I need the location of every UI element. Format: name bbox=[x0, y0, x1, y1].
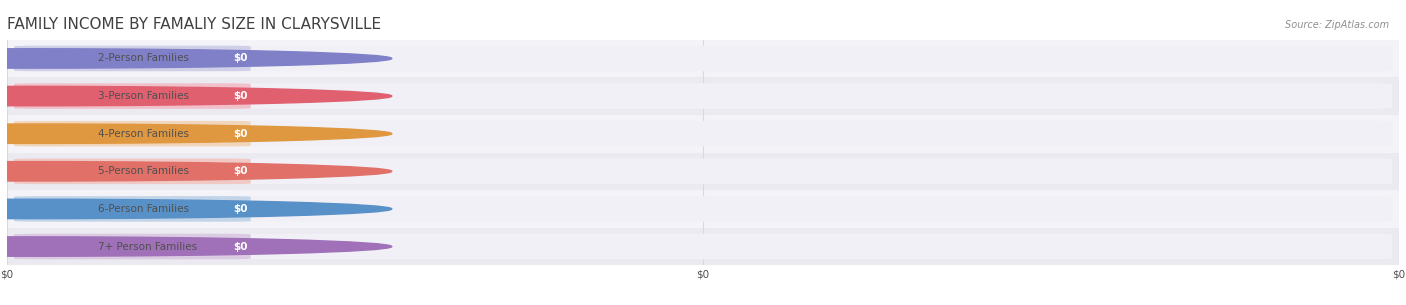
FancyBboxPatch shape bbox=[7, 152, 1399, 190]
Text: $0: $0 bbox=[233, 91, 247, 101]
FancyBboxPatch shape bbox=[14, 121, 250, 146]
FancyBboxPatch shape bbox=[14, 46, 250, 71]
FancyBboxPatch shape bbox=[14, 83, 1392, 109]
Circle shape bbox=[0, 49, 392, 68]
Text: 6-Person Families: 6-Person Families bbox=[97, 204, 188, 214]
Circle shape bbox=[0, 162, 392, 181]
FancyBboxPatch shape bbox=[7, 228, 1399, 265]
Text: $0: $0 bbox=[233, 166, 247, 176]
Text: 5-Person Families: 5-Person Families bbox=[97, 166, 188, 176]
Circle shape bbox=[0, 86, 392, 106]
Text: 7+ Person Families: 7+ Person Families bbox=[97, 242, 197, 252]
FancyBboxPatch shape bbox=[14, 46, 1392, 71]
Text: $0: $0 bbox=[233, 129, 247, 139]
Text: $0: $0 bbox=[233, 53, 247, 63]
Text: FAMILY INCOME BY FAMALIY SIZE IN CLARYSVILLE: FAMILY INCOME BY FAMALIY SIZE IN CLARYSV… bbox=[7, 16, 381, 31]
Text: $0: $0 bbox=[233, 204, 247, 214]
Text: 2-Person Families: 2-Person Families bbox=[97, 53, 188, 63]
Circle shape bbox=[0, 237, 392, 256]
FancyBboxPatch shape bbox=[14, 234, 250, 259]
Text: 3-Person Families: 3-Person Families bbox=[97, 91, 188, 101]
FancyBboxPatch shape bbox=[7, 115, 1399, 152]
Circle shape bbox=[0, 199, 392, 219]
FancyBboxPatch shape bbox=[14, 121, 1392, 146]
FancyBboxPatch shape bbox=[7, 40, 1399, 77]
FancyBboxPatch shape bbox=[14, 159, 1392, 184]
FancyBboxPatch shape bbox=[14, 234, 1392, 259]
FancyBboxPatch shape bbox=[7, 77, 1399, 115]
FancyBboxPatch shape bbox=[7, 190, 1399, 228]
Text: Source: ZipAtlas.com: Source: ZipAtlas.com bbox=[1285, 20, 1389, 30]
FancyBboxPatch shape bbox=[14, 196, 1392, 222]
Circle shape bbox=[0, 124, 392, 143]
FancyBboxPatch shape bbox=[14, 83, 250, 109]
FancyBboxPatch shape bbox=[14, 159, 250, 184]
FancyBboxPatch shape bbox=[14, 196, 250, 222]
Text: $0: $0 bbox=[233, 242, 247, 252]
Text: 4-Person Families: 4-Person Families bbox=[97, 129, 188, 139]
